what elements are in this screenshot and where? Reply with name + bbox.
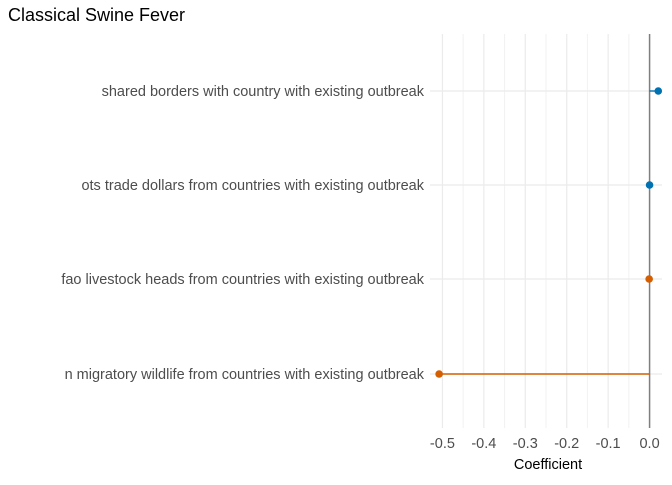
- data-point: [645, 181, 654, 189]
- x-axis-title: Coefficient: [514, 457, 582, 473]
- category-labels: shared borders with country with existin…: [61, 84, 424, 383]
- x-tick-label: -0.5: [430, 436, 455, 452]
- category-label: n migratory wildlife from countries with…: [65, 367, 425, 383]
- category-label: shared borders with country with existin…: [102, 84, 425, 100]
- chart-title: Classical Swine Fever: [8, 5, 185, 25]
- points: [435, 87, 663, 378]
- x-tick-label: -0.1: [596, 436, 621, 452]
- category-label: fao livestock heads from countries with …: [61, 272, 424, 288]
- x-tick-label: 0.0: [639, 436, 659, 452]
- category-label: ots trade dollars from countries with ex…: [81, 178, 424, 194]
- grid: [430, 34, 662, 428]
- stems: [439, 90, 659, 375]
- x-tick-labels: -0.5 -0.4 -0.3 -0.2 -0.1 0.0: [430, 436, 660, 452]
- data-point: [435, 370, 443, 378]
- x-tick-label: -0.4: [471, 436, 496, 452]
- data-point: [645, 275, 653, 283]
- x-tick-label: -0.2: [554, 436, 579, 452]
- x-tick-label: -0.3: [513, 436, 538, 452]
- data-point: [654, 87, 663, 95]
